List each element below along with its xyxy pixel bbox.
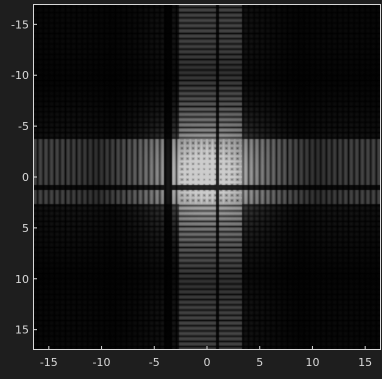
x-tick-label: -5 [149,356,160,369]
x-tick-label: 5 [256,356,263,369]
y-axis: -15 -10 -5 0 5 10 15 [11,18,37,337]
y-tick-label: 15 [15,324,29,337]
diffraction-heatmap [33,4,381,350]
y-tick-label: 5 [22,222,29,235]
y-tick-label: 0 [22,171,29,184]
y-tick-label: 10 [15,273,29,286]
x-tick-label: 15 [358,356,372,369]
x-tick-label: -15 [40,356,58,369]
x-tick-label: 0 [204,356,211,369]
x-axis: -15 -10 -5 0 5 10 15 [40,346,372,369]
y-tick-label: -10 [11,69,29,82]
y-tick-label: -15 [11,18,29,31]
x-tick-label: 10 [305,356,319,369]
x-tick-label: -10 [93,356,111,369]
y-tick-label: -5 [18,120,29,133]
plot-area [33,4,381,350]
